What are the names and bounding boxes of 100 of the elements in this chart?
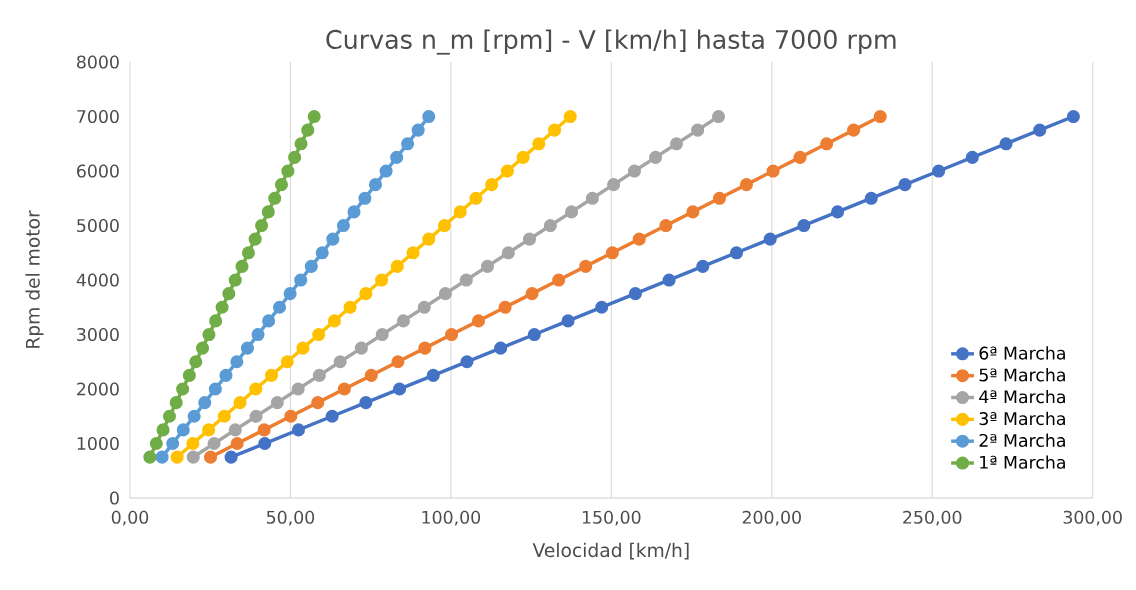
point	[359, 287, 373, 301]
point	[691, 123, 705, 137]
point	[437, 218, 452, 233]
point	[264, 368, 279, 382]
point	[354, 341, 368, 355]
point	[219, 368, 233, 382]
point	[224, 450, 238, 464]
x-tick-label: 300,00	[1063, 510, 1122, 526]
point	[368, 178, 383, 192]
point	[202, 423, 216, 437]
point	[627, 164, 641, 178]
point	[543, 218, 557, 233]
point	[820, 137, 834, 151]
point	[312, 368, 326, 382]
point	[258, 436, 272, 451]
point	[375, 273, 389, 287]
point	[469, 191, 483, 205]
point	[359, 396, 373, 410]
point	[396, 314, 410, 328]
legend-label: 4ª Marcha	[979, 389, 1065, 404]
point	[579, 259, 593, 273]
point	[230, 436, 244, 451]
point	[325, 409, 339, 423]
point	[215, 300, 229, 314]
point	[209, 314, 223, 328]
point	[312, 327, 326, 342]
point	[1033, 123, 1047, 137]
point	[460, 355, 474, 369]
point	[333, 355, 347, 369]
legend-label: 5ª Marcha	[979, 368, 1065, 382]
point	[291, 382, 305, 396]
point	[204, 450, 218, 464]
y-tick-label: 8000	[77, 55, 119, 69]
point	[393, 382, 407, 396]
point	[418, 341, 432, 355]
point	[932, 164, 946, 178]
point	[284, 409, 298, 423]
point	[873, 109, 887, 124]
point	[417, 300, 431, 314]
point	[170, 450, 184, 464]
point	[304, 259, 318, 273]
legend-label: 1ª Marcha	[980, 455, 1065, 469]
point	[326, 232, 340, 246]
point	[659, 218, 673, 233]
point	[249, 409, 263, 423]
y-axis-title: Rpm del motor	[25, 210, 44, 348]
point	[793, 150, 807, 164]
y-tick-label: 0	[110, 491, 119, 505]
point	[864, 191, 878, 205]
point	[272, 300, 287, 314]
point	[283, 287, 297, 301]
point	[494, 341, 508, 355]
y-tick-label: 3000	[77, 327, 119, 342]
point	[565, 205, 579, 219]
point	[327, 314, 341, 328]
point	[422, 109, 436, 124]
y-tick-label: 1000	[77, 436, 119, 451]
x-tick-label: 50,00	[266, 510, 315, 526]
point	[255, 218, 269, 233]
point	[249, 382, 263, 396]
point	[280, 355, 294, 369]
point	[1066, 109, 1080, 124]
y-tick-label: 6000	[77, 164, 119, 178]
point	[270, 396, 284, 410]
point	[552, 273, 566, 287]
chart-title: Curvas n_m [rpm] - V [km/h] hasta 7000 rpm	[326, 29, 896, 55]
point	[401, 137, 415, 151]
y-tick-label: 2000	[77, 382, 119, 396]
point	[274, 178, 288, 192]
point	[288, 150, 302, 164]
point	[696, 259, 710, 273]
point	[315, 246, 329, 260]
point	[516, 150, 530, 164]
point	[532, 137, 546, 151]
point	[251, 327, 265, 342]
point	[198, 396, 212, 410]
point	[548, 123, 562, 137]
legend-label: 3ª Marcha	[979, 411, 1065, 426]
point	[686, 205, 700, 219]
point	[186, 450, 200, 464]
point	[222, 287, 236, 301]
point	[766, 164, 780, 178]
legend-label: 6ª Marcha	[979, 346, 1065, 360]
point	[230, 355, 244, 369]
point	[763, 232, 777, 246]
point	[485, 178, 499, 192]
point	[445, 327, 459, 342]
point	[525, 287, 539, 301]
point	[585, 191, 599, 205]
x-tick-label: 100,00	[422, 510, 481, 526]
point	[459, 273, 473, 287]
point	[186, 436, 200, 451]
point	[182, 368, 196, 382]
point	[500, 164, 514, 178]
point	[563, 109, 577, 124]
point	[898, 178, 912, 192]
point	[662, 273, 676, 287]
y-tick-label: 5000	[77, 218, 119, 233]
x-tick-label: 150,00	[582, 510, 641, 526]
point	[527, 327, 541, 342]
